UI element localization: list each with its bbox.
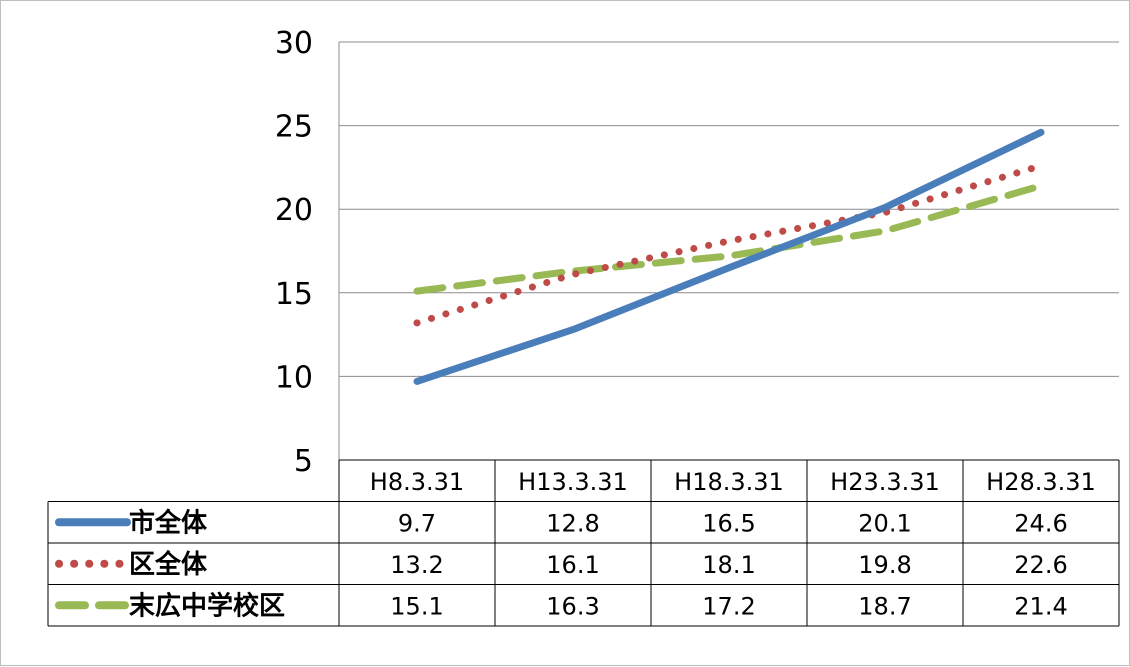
data-cell-value: 20.1: [858, 509, 911, 537]
data-cell-value: 17.2: [702, 592, 755, 620]
y-tick-label: 10: [275, 360, 313, 395]
data-cell-value: 22.6: [1014, 551, 1067, 579]
data-cell-value: 21.4: [1014, 592, 1067, 620]
data-cell-value: 16.5: [702, 509, 755, 537]
data-cell-value: 16.1: [546, 551, 599, 579]
data-cell-value: 19.8: [858, 551, 911, 579]
data-cell-value: 16.3: [546, 592, 599, 620]
data-cell-value: 24.6: [1014, 509, 1067, 537]
x-tick-label: H23.3.31: [830, 468, 940, 496]
series-line: [413, 182, 1045, 295]
series-line: [413, 162, 1045, 327]
series-line: [413, 128, 1045, 385]
data-cell-value: 9.7: [398, 509, 436, 537]
y-tick-label: 20: [275, 193, 313, 228]
series-name: 区全体: [129, 549, 208, 580]
x-tick-label: H13.3.31: [518, 468, 628, 496]
y-tick-label: 25: [275, 110, 313, 145]
data-cell-value: 18.1: [702, 551, 755, 579]
y-tick-label: 5: [294, 444, 313, 479]
data-cell-value: 12.8: [546, 509, 599, 537]
data-cell-value: 13.2: [390, 551, 443, 579]
data-cell-value: 18.7: [858, 592, 911, 620]
series-name: 末広中学校区: [129, 590, 285, 621]
x-tick-label: H8.3.31: [370, 468, 464, 496]
x-tick-label: H18.3.31: [674, 468, 784, 496]
series-name: 市全体: [129, 507, 208, 538]
data-cell-value: 15.1: [390, 592, 443, 620]
y-tick-label: 30: [275, 26, 313, 61]
y-tick-label: 15: [275, 277, 313, 312]
x-tick-label: H28.3.31: [986, 468, 1096, 496]
